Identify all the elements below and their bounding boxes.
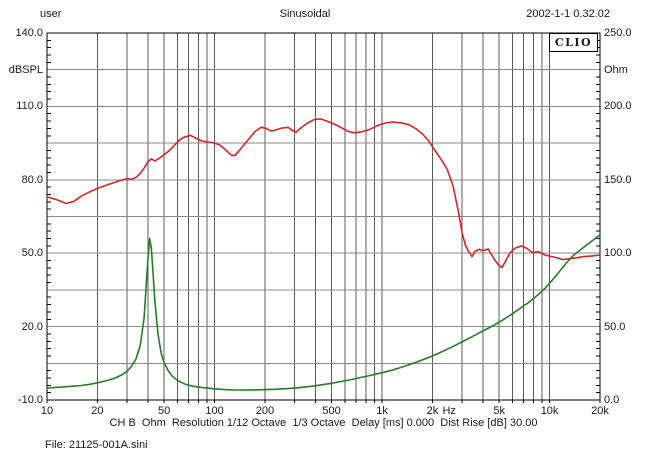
x-tick-label: 5k	[493, 405, 505, 417]
y-left-tick-label: 20.0	[21, 320, 43, 333]
header-mode-title: Sinusoidal	[279, 8, 331, 20]
x-tick-label: 200	[255, 405, 275, 417]
y-right-axis-unit: Ohm	[604, 63, 628, 76]
clio-logo: CLIO	[549, 33, 598, 52]
x-tick-label: 20	[91, 405, 104, 417]
x-tick-label: 50	[157, 405, 171, 417]
x-tick-label: 20k	[591, 405, 609, 417]
x-axis-unit: Hz	[442, 405, 456, 417]
y-right-tick-label: 100.0	[604, 247, 632, 260]
x-tick-label: 1k	[376, 405, 388, 417]
y-right-tick-label: 150.0	[604, 173, 632, 186]
y-left-tick-label: 80.0	[21, 173, 43, 186]
measurement-settings-line: CH B Ohm Resolution 1/12 Octave 1/3 Octa…	[109, 417, 538, 429]
x-tick-label: 100	[205, 405, 224, 417]
x-tick-label: 10	[40, 405, 54, 417]
y-left-tick-label: 50.0	[21, 247, 43, 260]
x-tick-label: 2k	[426, 405, 439, 417]
y-left-tick-label: -10.0	[17, 394, 43, 406]
x-tick-label: 500	[322, 405, 341, 417]
y-right-tick-label: 50.0	[604, 320, 626, 333]
y-left-tick-label: 140.0	[15, 27, 43, 39]
y-left-tick-label: 110.0	[16, 100, 43, 113]
x-tick-label: 10k	[540, 405, 559, 417]
y-left-axis-unit: dBSPL	[8, 63, 43, 76]
impedance-curve	[46, 234, 601, 391]
y-right-tick-label: 0.0	[604, 394, 620, 406]
y-right-tick-label: 200.0	[604, 100, 632, 113]
header-user: user	[40, 8, 62, 20]
header-datetime: 2002-1-1 0.32.02	[526, 8, 610, 20]
file-name-line: File: 21125-001A.sini	[45, 439, 148, 451]
spl-frequency-response-curve	[46, 118, 601, 269]
y-right-tick-label: 250.0	[604, 27, 632, 39]
